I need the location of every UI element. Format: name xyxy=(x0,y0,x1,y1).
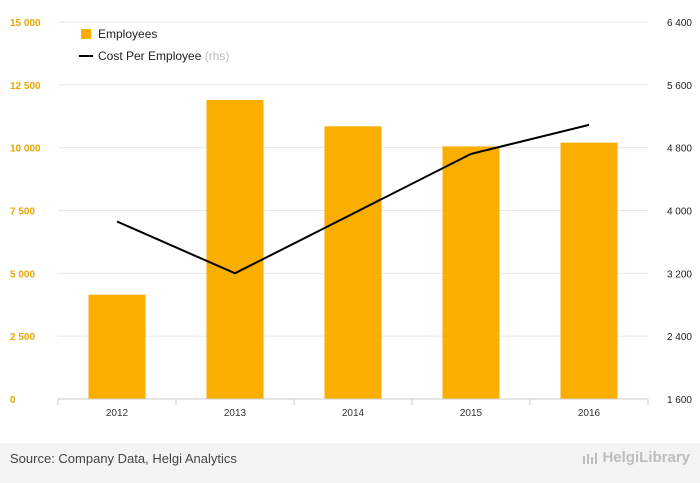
y-left-tick-label: 7 500 xyxy=(10,207,35,218)
y-right-tick-label: 6 400 xyxy=(667,18,692,29)
y-right-tick-label: 4 000 xyxy=(667,207,692,218)
line-cost-per-employee xyxy=(116,123,590,275)
footer: Source: Company Data, Helgi Analytics He… xyxy=(0,443,700,483)
bar-employees xyxy=(560,142,618,399)
y-left-tick-label: 2 500 xyxy=(10,332,35,343)
brand-name: HelgiLibrary xyxy=(602,449,690,466)
bar-employees xyxy=(324,126,382,399)
y-left-tick-label: 5 000 xyxy=(10,269,35,280)
chart: 0 2 500 5 000 7 500 10 000 12 500 15 000 1 600 2… xyxy=(10,18,692,419)
y-left-tick-label: 12 500 xyxy=(10,81,41,92)
bar-employees xyxy=(442,146,500,399)
y-left-tick-label: 0 xyxy=(10,395,16,406)
y-right-tick-label: 2 400 xyxy=(667,332,692,343)
legend-swatch-employees xyxy=(81,29,91,39)
y-right-tick-label: 1 600 xyxy=(667,395,692,406)
brand-logo: HelgiLibrary xyxy=(582,449,690,466)
y-right-tick-label: 5 600 xyxy=(667,81,692,92)
x-tick-label: 2012 xyxy=(106,408,129,419)
source-note: Source: Company Data, Helgi Analytics xyxy=(10,451,237,466)
legend-rhs-note: (rhs) xyxy=(205,49,230,63)
x-tick-label: 2016 xyxy=(578,408,601,419)
brand-icon xyxy=(583,453,598,465)
y-left-tick-label: 10 000 xyxy=(10,144,41,155)
bar-employees xyxy=(88,294,146,399)
legend-label-cost-per-employee: Cost Per Employee (rhs) xyxy=(98,49,229,63)
x-tick-label: 2015 xyxy=(460,408,483,419)
y-left-tick-label: 15 000 xyxy=(10,18,41,29)
x-tick-label: 2014 xyxy=(342,408,365,419)
bar-employees xyxy=(206,99,264,399)
y-right-tick-label: 3 200 xyxy=(667,269,692,280)
x-tick-label: 2013 xyxy=(224,408,247,419)
y-right-tick-label: 4 800 xyxy=(667,144,692,155)
legend-label-employees: Employees xyxy=(98,27,157,41)
